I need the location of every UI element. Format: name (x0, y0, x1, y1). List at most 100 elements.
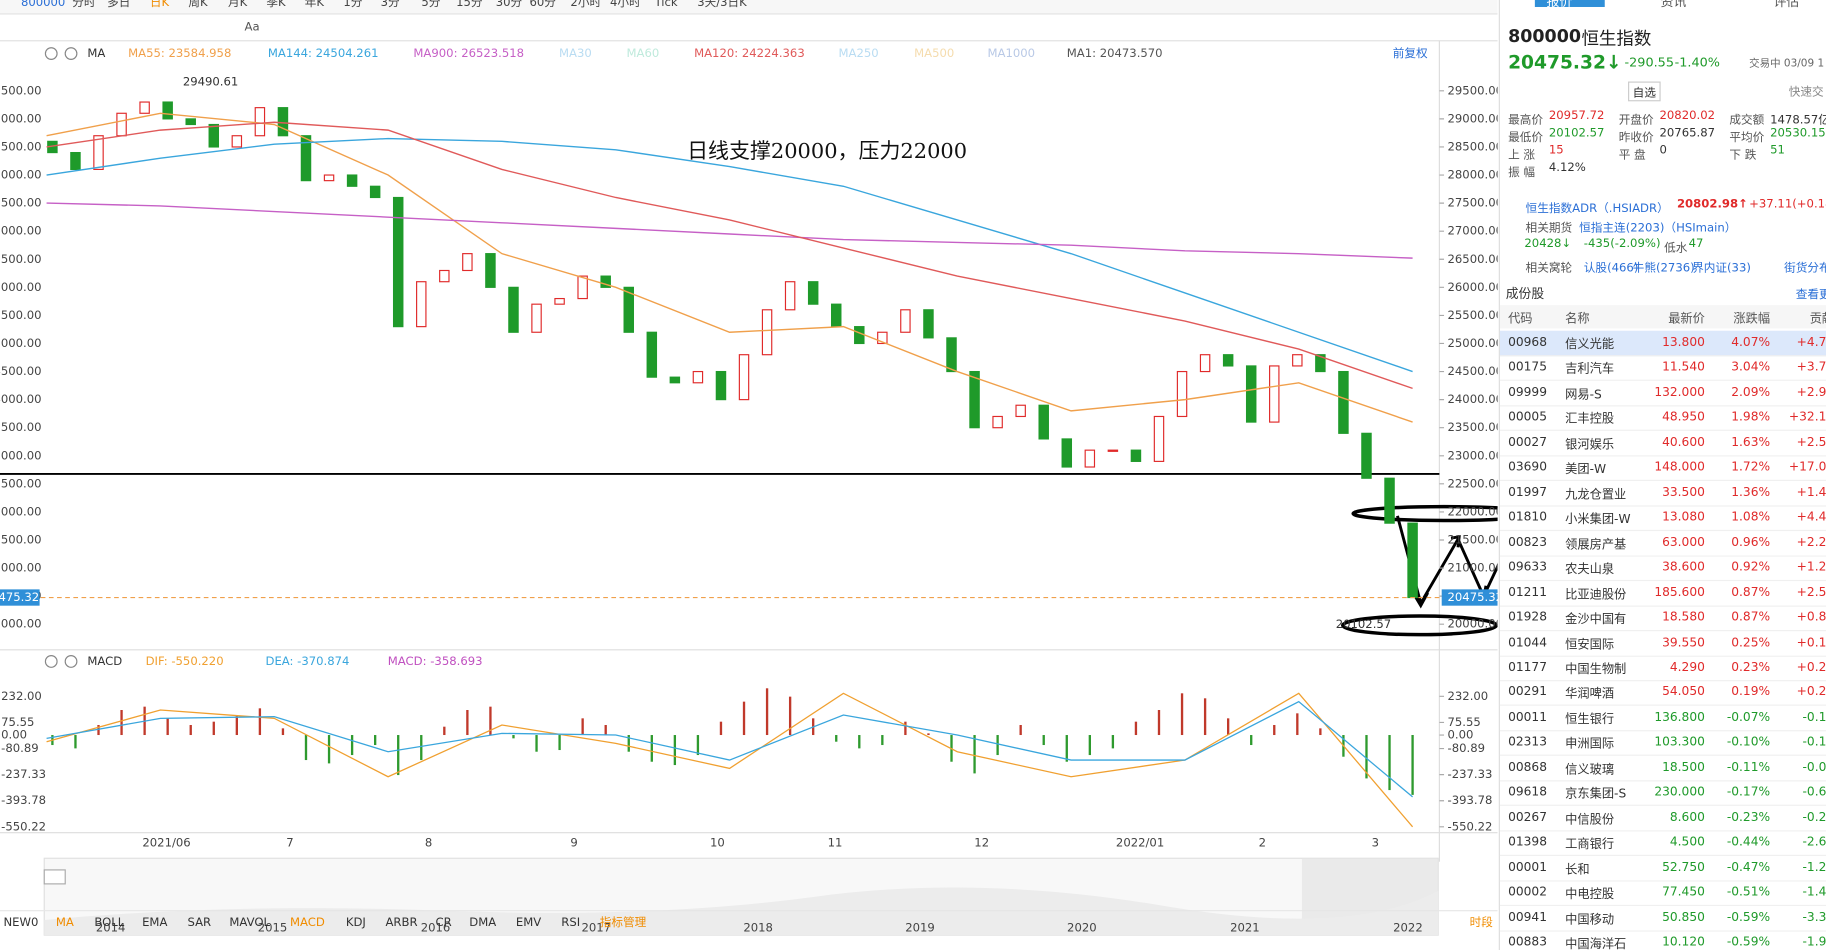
legend-item[interactable]: MA900: 26523.518 (413, 46, 524, 60)
legend-item[interactable]: MACD: -358.693 (388, 654, 483, 668)
period-tab[interactable]: 月K (228, 0, 248, 9)
table-row[interactable] (1499, 681, 1826, 707)
indicator-tab[interactable]: MACD (290, 915, 325, 929)
panel-tab[interactable]: 资讯 (1660, 0, 1687, 10)
indicator-tab[interactable]: MAVOL (229, 915, 270, 929)
period-tab[interactable]: 日K (150, 0, 170, 9)
warrant-link[interactable]: 牛熊(2736) (1632, 262, 1695, 275)
table-cell: 中国移动 (1565, 912, 1615, 927)
period-tab[interactable]: 2小时 (570, 0, 601, 9)
futures-info[interactable]: 恒指主连(2203)（HSImain） (1579, 222, 1737, 236)
period-tab[interactable]: Tick (654, 0, 678, 9)
table-row[interactable] (1499, 606, 1826, 632)
expand-button[interactable] (43, 869, 66, 885)
more-link[interactable]: 查看更多 (1795, 288, 1826, 302)
table-row[interactable] (1499, 831, 1826, 857)
warrant-link[interactable]: 街货分布 (1784, 262, 1826, 275)
table-cell: 比亚迪股份 (1565, 587, 1627, 602)
y-tick-label: 0.00 (1448, 728, 1474, 742)
table-row[interactable] (1499, 906, 1826, 932)
table-row[interactable] (1499, 381, 1826, 407)
warrant-link[interactable]: 界内证(33) (1692, 262, 1751, 275)
y-tick-label-left: 23000.00 (0, 448, 41, 462)
table-row[interactable] (1499, 881, 1826, 907)
adjust-button[interactable]: 前复权 (1393, 46, 1428, 60)
adr-name[interactable]: 恒生指数ADR（.HSIADR） (1525, 202, 1669, 216)
legend-item[interactable]: MA250 (838, 46, 878, 60)
indicator-tab[interactable]: SAR (187, 915, 211, 929)
quick-trade[interactable]: 快速交 (1788, 86, 1824, 99)
period-tab[interactable]: 4小时 (610, 0, 641, 9)
indicator-tab[interactable]: MA (56, 915, 74, 929)
indicator-tab[interactable]: RSI (561, 915, 580, 929)
period-tab[interactable]: 季K (266, 0, 286, 9)
indicator-tab[interactable]: CR (436, 915, 452, 929)
candle (346, 174, 358, 187)
indicator-tab[interactable]: BOLL (94, 915, 124, 929)
period-tab[interactable]: 15分 (456, 0, 483, 9)
period-tab[interactable]: 3天/3日K (697, 0, 747, 9)
table-row[interactable] (1499, 781, 1826, 807)
indicator-tab[interactable]: ARBR (385, 915, 417, 929)
table-row[interactable] (1499, 531, 1826, 557)
watch-button[interactable]: 自选 (1628, 81, 1661, 102)
indicator-tab[interactable]: 指标管理 (600, 915, 647, 929)
period-tab[interactable]: 年K (305, 0, 325, 9)
table-row[interactable] (1499, 556, 1826, 582)
legend-item[interactable]: MA144: 24504.261 (268, 46, 379, 60)
indicator-tab[interactable]: NEW0 (3, 915, 38, 929)
legend-item[interactable]: MA55: 23584.958 (128, 46, 231, 60)
legend-item[interactable]: DIF: -550.220 (146, 654, 224, 668)
table-row[interactable] (1499, 631, 1826, 657)
period-tab[interactable]: 多日 (107, 0, 130, 9)
panel-tab[interactable]: 报价 (1546, 0, 1573, 10)
candle (1245, 365, 1257, 423)
legend-item[interactable]: MA1: 20473.570 (1067, 46, 1163, 60)
indicator-tab[interactable]: DMA (469, 915, 496, 929)
warrant-link[interactable]: 认股(466) (1583, 262, 1639, 275)
legend-item[interactable]: MA120: 24224.363 (694, 46, 805, 60)
active-tab (1534, 0, 1605, 7)
table-row[interactable] (1499, 731, 1826, 757)
table-row[interactable] (1499, 456, 1826, 482)
period-tab[interactable]: 30分 (496, 0, 523, 9)
period-tab[interactable]: 3分 (381, 0, 400, 9)
legend-item[interactable]: MA30 (559, 46, 592, 60)
table-row[interactable] (1499, 656, 1826, 682)
settings-icon[interactable] (44, 47, 58, 60)
close-icon[interactable] (64, 655, 78, 668)
period-button[interactable]: 时段 (1470, 915, 1494, 929)
period-tab[interactable]: 5分 (421, 0, 440, 9)
table-row[interactable] (1499, 806, 1826, 832)
toolbar-symbol[interactable]: 800000 (21, 0, 65, 9)
period-tab[interactable]: 1分 (343, 0, 362, 9)
legend-item[interactable]: MA60 (627, 46, 660, 60)
period-tab[interactable]: 60分 (529, 0, 556, 9)
table-row[interactable] (1499, 356, 1826, 382)
table-row[interactable] (1499, 856, 1826, 882)
period-tab[interactable]: 周K (188, 0, 208, 9)
panel-tab[interactable]: 评估 (1773, 0, 1800, 10)
stat-value: 20102.57 (1548, 126, 1605, 140)
table-row[interactable] (1499, 581, 1826, 607)
close-icon[interactable] (64, 47, 78, 60)
settings-icon[interactable] (44, 655, 58, 668)
table-row[interactable] (1499, 406, 1826, 432)
legend-item[interactable]: MA1000 (988, 46, 1036, 60)
indicator-tab[interactable]: KDJ (346, 915, 366, 929)
table-cell: 00011 (1508, 710, 1547, 725)
table-row[interactable] (1499, 706, 1826, 732)
legend-item[interactable]: DEA: -370.874 (266, 654, 350, 668)
table-row[interactable] (1499, 330, 1826, 357)
y-tick-label: 21500.00 (1448, 532, 1498, 546)
indicator-tab[interactable]: EMA (142, 915, 167, 929)
table-row[interactable] (1499, 431, 1826, 457)
table-row[interactable] (1499, 506, 1826, 532)
period-tab[interactable]: 分时 (72, 0, 96, 9)
font-button[interactable]: Aa (245, 19, 260, 33)
table-row[interactable] (1499, 756, 1826, 782)
y-tick-label-left: 26500.00 (0, 252, 41, 266)
table-row[interactable] (1499, 481, 1826, 507)
legend-item[interactable]: MA500 (914, 46, 954, 60)
indicator-tab[interactable]: EMV (516, 915, 541, 929)
